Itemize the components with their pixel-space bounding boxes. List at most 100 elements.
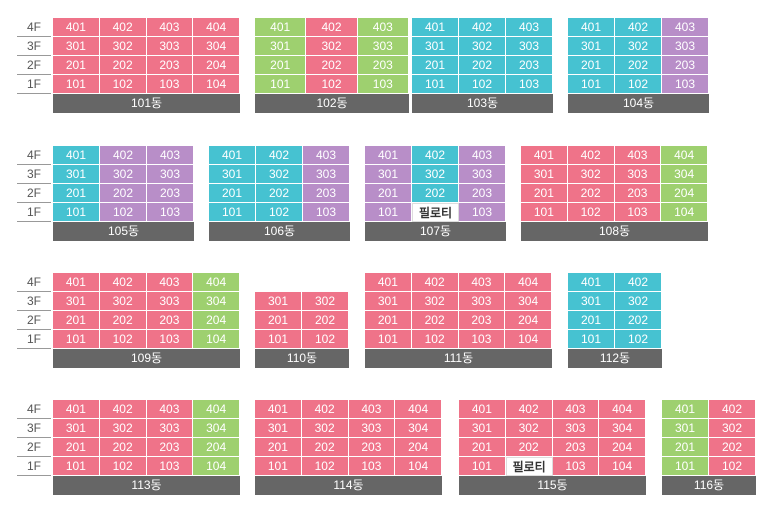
unit-cell[interactable]: 403 — [357, 18, 409, 37]
unit-cell[interactable]: 101 — [459, 457, 506, 476]
building-block[interactable]: 401 402 403 301 302 303 201 202 203 101 102 103 106동 — [209, 146, 350, 241]
unit-cell[interactable]: 201 — [459, 438, 506, 457]
unit-cell[interactable]: 402 — [256, 146, 303, 165]
unit-cell[interactable]: 401 — [53, 400, 100, 419]
unit-cell[interactable]: 302 — [615, 37, 662, 56]
unit-cell[interactable]: 101 — [662, 457, 709, 476]
unit-cell[interactable]: 202 — [505, 438, 553, 457]
building-block[interactable]: 401 402 301 302 201 202 101 102 112동 — [568, 273, 662, 368]
unit-cell[interactable]: 202 — [302, 311, 349, 330]
unit-cell[interactable]: 104 — [661, 203, 708, 222]
building-block[interactable]: 401 402 403 404 301 302 303 304 201 202 203 204 101 1… — [53, 273, 240, 368]
unit-cell[interactable]: 101 — [365, 203, 412, 222]
unit-cell[interactable]: 201 — [53, 184, 100, 203]
unit-cell[interactable]: 204 — [599, 438, 646, 457]
unit-cell[interactable]: 304 — [505, 292, 552, 311]
unit-cell[interactable]: 403 — [458, 273, 506, 292]
unit-cell[interactable]: 302 — [99, 292, 147, 311]
unit-cell[interactable]: 401 — [662, 400, 709, 419]
unit-cell[interactable]: 402 — [412, 146, 459, 165]
unit-cell[interactable]: 301 — [521, 165, 568, 184]
unit-cell[interactable]: 201 — [53, 311, 100, 330]
unit-cell[interactable]: 302 — [411, 292, 459, 311]
unit-cell[interactable]: 201 — [365, 184, 412, 203]
unit-cell[interactable]: 404 — [395, 400, 442, 419]
unit-cell[interactable]: 404 — [505, 273, 552, 292]
unit-cell[interactable]: 203 — [348, 438, 396, 457]
unit-cell[interactable]: 103 — [303, 203, 350, 222]
unit-cell[interactable]: 401 — [209, 146, 256, 165]
building-block[interactable]: 401 402 403 301 302 303 201 202 203 101 102 103 105동 — [53, 146, 194, 241]
unit-cell[interactable]: 403 — [614, 146, 662, 165]
unit-cell[interactable]: 102 — [411, 330, 459, 349]
unit-cell[interactable]: 201 — [568, 311, 615, 330]
unit-cell[interactable]: 102 — [301, 457, 349, 476]
building-block[interactable]: 401 402 403 404 301 302 303 304 201 202 203 204 101 1… — [53, 18, 240, 113]
unit-cell[interactable]: 402 — [411, 273, 459, 292]
unit-cell[interactable]: 필로티 — [505, 457, 553, 476]
unit-cell[interactable]: 302 — [306, 37, 358, 56]
unit-cell[interactable]: 401 — [568, 18, 615, 37]
unit-cell[interactable]: 102 — [306, 75, 358, 94]
unit-cell[interactable]: 302 — [567, 165, 615, 184]
unit-cell[interactable]: 301 — [255, 37, 307, 56]
unit-cell[interactable]: 303 — [614, 165, 662, 184]
unit-cell[interactable]: 102 — [567, 203, 615, 222]
unit-cell[interactable]: 402 — [99, 400, 147, 419]
unit-cell[interactable]: 201 — [53, 438, 100, 457]
unit-cell[interactable]: 303 — [147, 165, 194, 184]
unit-cell[interactable]: 302 — [100, 165, 147, 184]
unit-cell[interactable]: 302 — [709, 419, 756, 438]
unit-cell[interactable]: 303 — [552, 419, 600, 438]
unit-cell[interactable]: 202 — [709, 438, 756, 457]
unit-cell[interactable]: 201 — [255, 56, 307, 75]
unit-cell[interactable]: 301 — [53, 292, 100, 311]
unit-cell[interactable]: 202 — [301, 438, 349, 457]
building-block[interactable]: 401 402 403 404 301 302 303 304 201 202 203 204 101 1… — [53, 400, 240, 495]
unit-cell[interactable]: 401 — [255, 400, 302, 419]
unit-cell[interactable]: 102 — [459, 75, 506, 94]
unit-cell[interactable]: 103 — [552, 457, 600, 476]
unit-cell[interactable]: 302 — [99, 419, 147, 438]
unit-cell[interactable]: 101 — [255, 330, 302, 349]
unit-cell[interactable]: 403 — [303, 146, 350, 165]
unit-cell[interactable]: 401 — [53, 146, 100, 165]
unit-cell[interactable]: 401 — [459, 400, 506, 419]
unit-cell[interactable]: 402 — [505, 400, 553, 419]
unit-cell[interactable]: 301 — [662, 419, 709, 438]
unit-cell[interactable]: 102 — [99, 330, 147, 349]
unit-cell[interactable]: 302 — [301, 419, 349, 438]
unit-cell[interactable]: 103 — [662, 75, 709, 94]
unit-cell[interactable]: 202 — [412, 184, 459, 203]
unit-cell[interactable]: 303 — [662, 37, 709, 56]
unit-cell[interactable]: 필로티 — [412, 203, 459, 222]
unit-cell[interactable]: 101 — [568, 75, 615, 94]
unit-cell[interactable]: 204 — [193, 311, 240, 330]
unit-cell[interactable]: 403 — [552, 400, 600, 419]
unit-cell[interactable]: 402 — [709, 400, 756, 419]
unit-cell[interactable]: 103 — [458, 330, 506, 349]
unit-cell[interactable]: 301 — [459, 419, 506, 438]
unit-cell[interactable]: 402 — [615, 273, 662, 292]
unit-cell[interactable]: 303 — [348, 419, 396, 438]
unit-cell[interactable]: 201 — [365, 311, 412, 330]
unit-cell[interactable]: 203 — [459, 184, 506, 203]
unit-cell[interactable]: 401 — [365, 273, 412, 292]
unit-cell[interactable]: 401 — [568, 273, 615, 292]
unit-cell[interactable]: 304 — [599, 419, 646, 438]
unit-cell[interactable]: 303 — [357, 37, 409, 56]
unit-cell[interactable]: 203 — [458, 311, 506, 330]
unit-cell[interactable]: 402 — [567, 146, 615, 165]
unit-cell[interactable]: 302 — [412, 165, 459, 184]
unit-cell[interactable]: 404 — [193, 400, 240, 419]
unit-cell[interactable]: 202 — [256, 184, 303, 203]
unit-cell[interactable]: 402 — [615, 18, 662, 37]
unit-cell[interactable]: 402 — [459, 18, 506, 37]
unit-cell[interactable]: 204 — [193, 438, 240, 457]
building-block[interactable]: 401 402 403 301 302 303 201 202 203 101 102 103 103동 — [412, 18, 553, 113]
unit-cell[interactable]: 302 — [302, 292, 349, 311]
unit-cell[interactable]: 303 — [146, 292, 194, 311]
unit-cell[interactable]: 103 — [357, 75, 409, 94]
unit-cell[interactable]: 101 — [53, 203, 100, 222]
unit-cell[interactable]: 301 — [255, 419, 302, 438]
